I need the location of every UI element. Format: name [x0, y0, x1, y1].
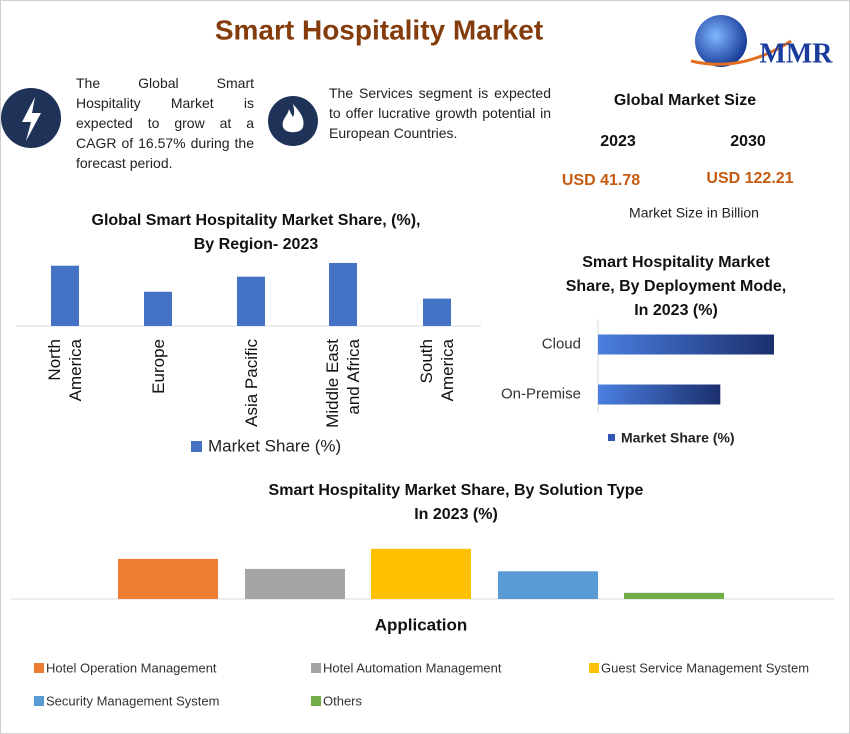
year: 2030 [730, 133, 766, 150]
bar [598, 384, 721, 405]
bar [624, 592, 724, 599]
legend-label: Hotel Operation Management [46, 660, 217, 675]
legend-swatch [311, 696, 321, 706]
legend-label: Market Share (%) [621, 430, 735, 446]
chart-title: Global Smart Hospitality Market Share, (… [91, 212, 421, 253]
logo-swoosh [690, 39, 792, 66]
x-axis-label: Application [375, 615, 468, 634]
x-tick-label: Middle East and Africa [323, 339, 363, 428]
bar [237, 276, 265, 326]
bar [371, 548, 471, 599]
bolt-shape [22, 97, 41, 141]
legend-label: Security Management System [46, 693, 219, 708]
market-size-title: Global Market Size [614, 92, 756, 109]
y-tick-label: On-Premise [501, 385, 581, 402]
x-tick-label: North America [45, 339, 85, 402]
logo-globe [695, 15, 747, 67]
year: 2023 [600, 133, 636, 150]
legend-swatch [608, 434, 615, 441]
logo-text: MMR [759, 38, 833, 69]
bar [118, 558, 218, 599]
bar [329, 262, 357, 326]
legend-swatch [311, 663, 321, 673]
bar [423, 298, 451, 326]
market-size-value: USD 122.21 [706, 170, 793, 187]
legend-label: Guest Service Management System [601, 660, 809, 675]
x-tick-label: Asia Pacific [241, 339, 261, 427]
market-size-value: USD 41.78 [562, 172, 640, 189]
legend-label: Hotel Automation Management [323, 660, 502, 675]
bar [245, 568, 345, 599]
bar [144, 291, 172, 326]
bar [598, 334, 775, 355]
legend-label: Others [323, 693, 363, 708]
market-size-note: Market Size in Billion [629, 205, 759, 221]
legend-swatch [34, 663, 44, 673]
bar [498, 571, 598, 599]
page-title: Smart Hospitality Market [215, 14, 543, 45]
x-tick-label: South America [417, 339, 457, 402]
chart-title: Smart Hospitality Market Share, By Deplo… [565, 254, 787, 319]
chart-title: Smart Hospitality Market Share, By Solut… [268, 482, 644, 523]
legend-swatch [191, 441, 202, 452]
legend-swatch [34, 696, 44, 706]
flame-shape [282, 104, 304, 133]
x-tick-label: Europe [148, 339, 168, 394]
bar [51, 265, 79, 326]
legend-swatch [589, 663, 599, 673]
legend-label: Market Share (%) [208, 436, 341, 455]
fact: The Global Smart Hospitality Market is e… [76, 75, 254, 171]
y-tick-label: Cloud [542, 335, 581, 352]
fact: The Services segment is expected to offe… [329, 85, 551, 141]
